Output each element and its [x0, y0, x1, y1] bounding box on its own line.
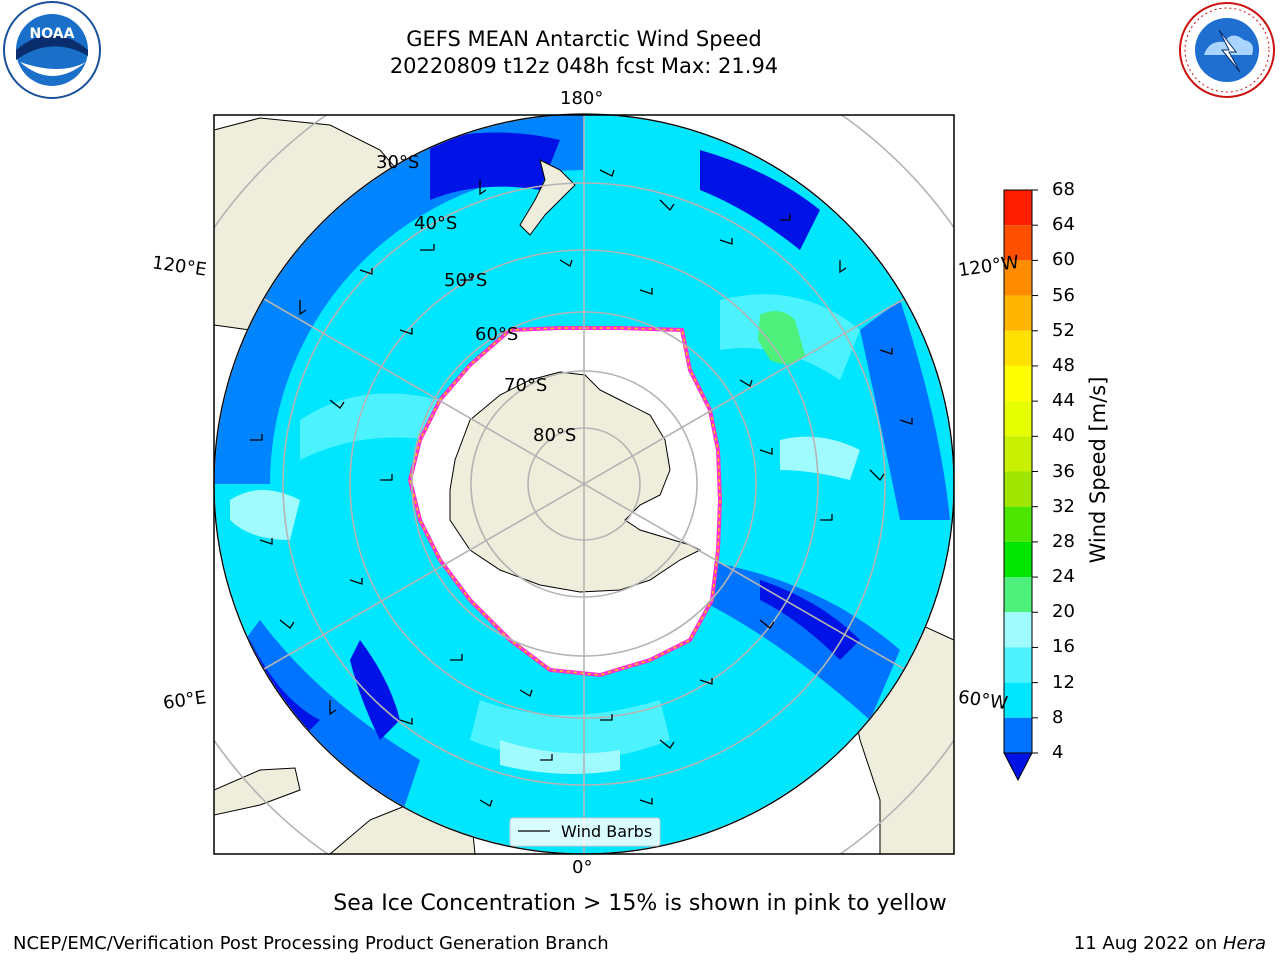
colorbar-tick-label: 28	[1052, 530, 1075, 552]
lon-label-top: 180°	[560, 88, 604, 109]
sea-ice-caption: Sea Ice Concentration > 15% is shown in …	[333, 891, 947, 916]
wind-barbs	[250, 169, 913, 807]
colorbar-segment	[1004, 330, 1032, 366]
colorbar-segment	[1004, 225, 1032, 261]
colorbar-segment	[1004, 260, 1032, 296]
colorbar-tick-label: 24	[1052, 566, 1075, 588]
colorbar-tick-label: 36	[1052, 460, 1075, 482]
wind-barbs-legend	[509, 817, 661, 847]
noaa-logo-text: NOAA	[30, 26, 75, 42]
footer-date-text: 11 Aug 2022 on	[1073, 933, 1223, 954]
colorbar-segment	[1004, 401, 1032, 437]
footer-date: 11 Aug 2022 on Hera	[1074, 933, 1266, 954]
legend-label: Wind Barbs	[561, 822, 653, 841]
colorbar-segment	[1004, 647, 1032, 683]
lat-label-80s: 80°S	[533, 425, 577, 446]
colorbar	[1003, 189, 1038, 782]
colorbar-segment	[1004, 682, 1032, 718]
colorbar-segment	[1004, 190, 1032, 226]
colorbar-segment	[1004, 541, 1032, 578]
lat-label-70s: 70°S	[504, 375, 548, 396]
colorbar-tick-label: 60	[1052, 249, 1075, 271]
colorbar-tick-label: 40	[1052, 425, 1075, 447]
colorbar-segment	[1004, 506, 1032, 542]
colorbar-tick-label: 48	[1052, 354, 1075, 376]
colorbar-segment	[1004, 295, 1032, 331]
colorbar-label: Wind Speed [m/s]	[1086, 376, 1110, 564]
colorbar-segment	[1004, 717, 1032, 753]
colorbar-tick-label: 32	[1052, 495, 1075, 517]
colorbar-tick-label: 68	[1052, 179, 1075, 200]
colorbar-segment	[1004, 471, 1032, 507]
nws-logo	[1179, 2, 1275, 98]
colorbar-segment	[1004, 365, 1032, 402]
footer-credit: NCEP/EMC/Verification Post Processing Pr…	[13, 933, 609, 954]
lat-label-50s: 50°S	[444, 270, 488, 291]
colorbar-tick-label: 56	[1052, 284, 1075, 306]
graticule	[214, 114, 954, 854]
colorbar-tick-label: 8	[1052, 706, 1064, 728]
footer-host: Hera	[1222, 933, 1266, 954]
colorbar-tick-label: 44	[1052, 390, 1075, 412]
chart-title: GEFS MEAN Antarctic Wind Speed	[406, 27, 762, 51]
colorbar-tick-label: 16	[1052, 636, 1075, 658]
colorbar-tick-label: 52	[1052, 319, 1075, 341]
colorbar-tick-label: 20	[1052, 601, 1075, 623]
colorbar-segment	[1004, 612, 1032, 648]
chart-subtitle: 20220809 t12z 048h fcst Max: 21.94	[389, 54, 779, 78]
lat-label-40s: 40°S	[414, 213, 458, 234]
noaa-logo: NOAA	[3, 1, 101, 99]
colorbar-extend-arrow	[1003, 752, 1033, 782]
lat-label-30s: 30°S	[376, 152, 420, 173]
colorbar-tick-label: 64	[1052, 214, 1075, 236]
colorbar-tick-label: 4	[1052, 742, 1064, 763]
colorbar-tick-label: 12	[1052, 671, 1075, 693]
colorbar-segment	[1004, 577, 1032, 613]
colorbar-segment	[1004, 436, 1032, 472]
lon-label-bottom: 0°	[572, 857, 593, 878]
map-frame	[213, 114, 955, 855]
lat-label-60s: 60°S	[475, 324, 519, 345]
